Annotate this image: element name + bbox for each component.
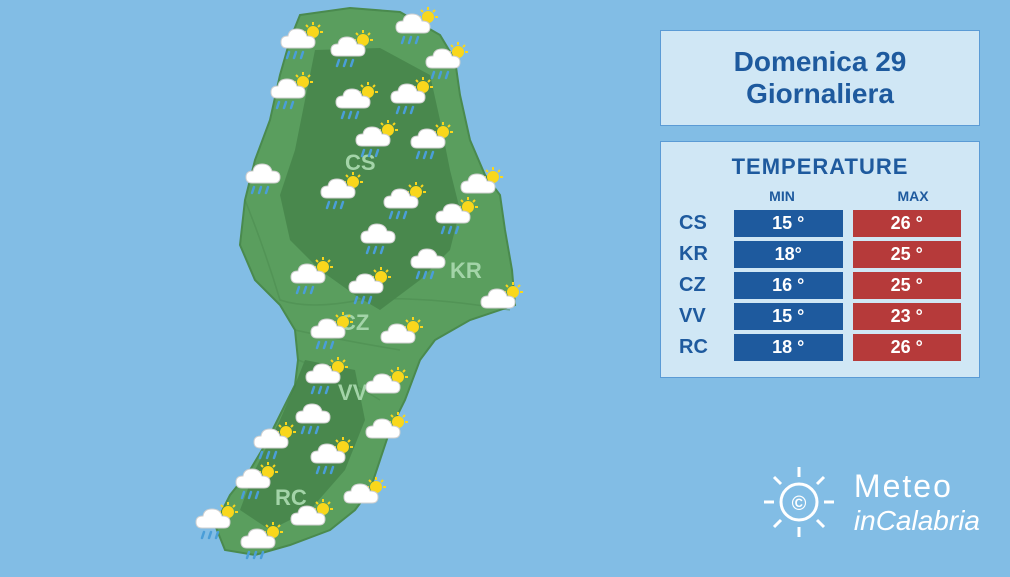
- weather-icon-rain-sun: [385, 75, 440, 120]
- weather-icon-cloud-sun: [338, 475, 393, 520]
- temp-row: RC 18 ° 26 °: [679, 334, 961, 361]
- temp-max-value: 26 °: [853, 334, 962, 361]
- logo-brand-top: Meteo: [854, 468, 980, 505]
- province-code: CZ: [679, 274, 724, 297]
- temp-min-value: 18 °: [734, 334, 843, 361]
- weather-icon-rain-sun: [350, 118, 405, 163]
- info-panel: Domenica 29 Giornaliera TEMPERATURE MIN …: [660, 30, 980, 378]
- logo-text: Meteo inCalabria: [854, 468, 980, 537]
- province-code: VV: [679, 305, 724, 328]
- site-logo: © Meteo inCalabria: [759, 462, 980, 542]
- weather-icon-rain-sun: [300, 355, 355, 400]
- weather-icon-rain-sun: [248, 420, 303, 465]
- weather-icon-rain-sun: [315, 170, 370, 215]
- temp-row: KR 18° 25 °: [679, 241, 961, 268]
- weather-icon-rain: [405, 240, 460, 285]
- weather-icon-cloud-sun: [360, 410, 415, 455]
- temp-min-value: 16 °: [734, 272, 843, 299]
- weather-icon-rain-sun: [235, 520, 290, 565]
- temp-max-value: 26 °: [853, 210, 962, 237]
- weather-icon-rain-sun: [405, 120, 460, 165]
- temp-max-value: 23 °: [853, 303, 962, 330]
- weather-icon-cloud-sun: [360, 365, 415, 410]
- weather-icon-rain-sun: [265, 70, 320, 115]
- weather-icon-cloud-sun: [375, 315, 430, 360]
- temp-row: VV 15 ° 23 °: [679, 303, 961, 330]
- temp-column-headers: MIN MAX: [679, 188, 961, 204]
- max-header: MAX: [865, 188, 961, 204]
- weather-icon-rain-sun: [230, 460, 285, 505]
- date-text: Domenica 29: [681, 46, 959, 78]
- temp-min-value: 18°: [734, 241, 843, 268]
- weather-icon-rain-sun: [305, 310, 360, 355]
- weather-icon-rain-sun: [305, 435, 360, 480]
- weather-icon-rain: [240, 155, 295, 200]
- weather-map: CSKRCZVVRC: [80, 0, 530, 572]
- weather-icon-rain-sun: [285, 255, 340, 300]
- temp-max-value: 25 °: [853, 272, 962, 299]
- weather-icon-rain-sun: [325, 28, 380, 73]
- weather-icon-rain-sun: [343, 265, 398, 310]
- min-header: MIN: [734, 188, 830, 204]
- weather-icon-cloud-sun: [475, 280, 530, 325]
- temp-row: CZ 16 ° 25 °: [679, 272, 961, 299]
- date-header: Domenica 29 Giornaliera: [660, 30, 980, 126]
- forecast-type: Giornaliera: [681, 78, 959, 110]
- temp-min-value: 15 °: [734, 303, 843, 330]
- weather-icon-rain-sun: [430, 195, 485, 240]
- sun-icon: ©: [759, 462, 839, 542]
- weather-icon-rain: [355, 215, 410, 260]
- weather-icon-cloud-sun: [285, 497, 340, 542]
- province-code: KR: [679, 243, 724, 266]
- temp-min-value: 15 °: [734, 210, 843, 237]
- temp-row: CS 15 ° 26 °: [679, 210, 961, 237]
- province-code: RC: [679, 336, 724, 359]
- province-code: CS: [679, 212, 724, 235]
- weather-icon-rain-sun: [275, 20, 330, 65]
- temp-table-title: TEMPERATURE: [679, 154, 961, 180]
- svg-text:©: ©: [792, 493, 807, 515]
- temp-max-value: 25 °: [853, 241, 962, 268]
- logo-brand-bottom: inCalabria: [854, 505, 980, 537]
- temperature-table: TEMPERATURE MIN MAX CS 15 ° 26 ° KR 18° …: [660, 141, 980, 378]
